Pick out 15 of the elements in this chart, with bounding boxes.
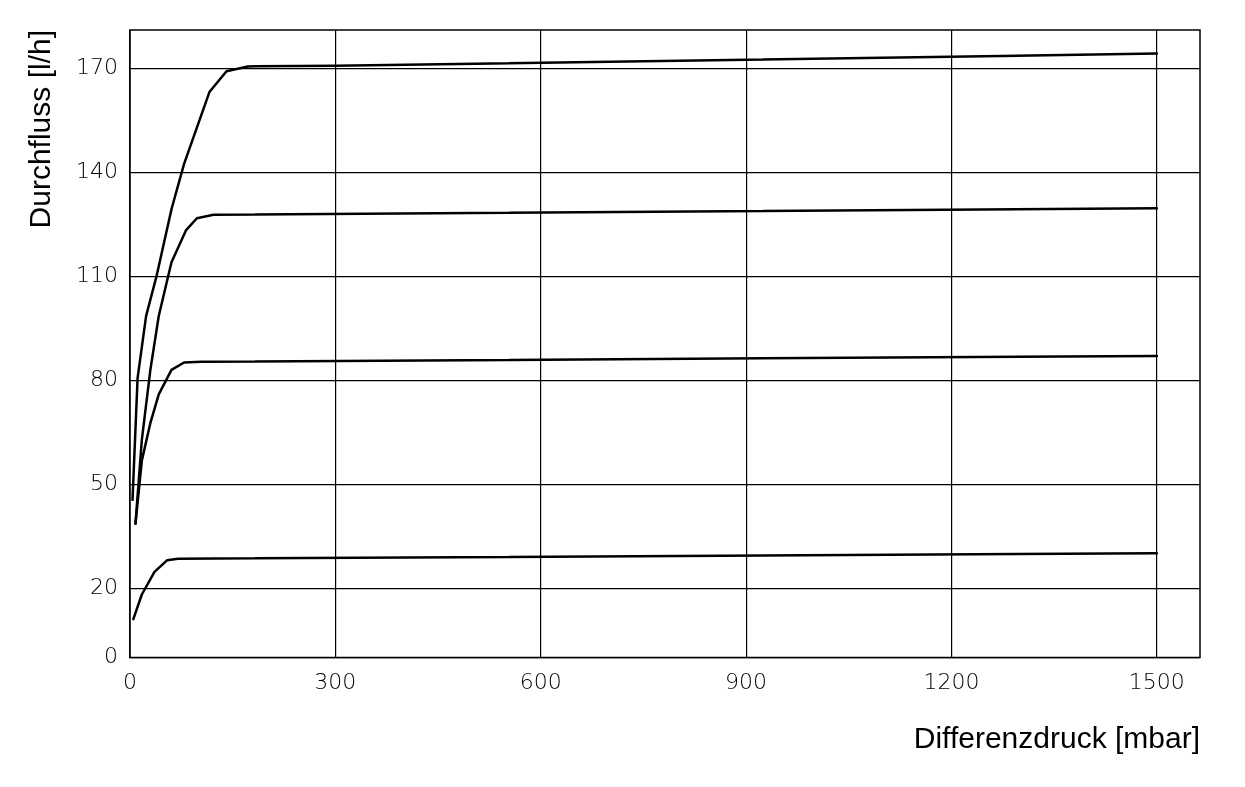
y-tick-label: 170 (75, 53, 118, 79)
x-tick-label: 0 (122, 668, 137, 694)
y-tick-label: 110 (75, 261, 118, 287)
y-tick-label: 50 (89, 469, 118, 495)
y-tick-label: 0 (103, 643, 118, 669)
x-axis-title: Differenzdruck [mbar] (913, 721, 1200, 755)
y-tick-label: 140 (75, 157, 118, 183)
x-tick-label: 1500 (1128, 668, 1185, 694)
y-axis-title: Durchfluss [l/h] (23, 30, 57, 229)
x-tick-label: 1200 (923, 668, 980, 694)
x-tick-label: 900 (725, 668, 768, 694)
y-tick-label: 20 (89, 573, 118, 599)
y-tick-label: 80 (89, 365, 118, 391)
x-tick-label: 300 (314, 668, 357, 694)
x-tick-label: 600 (519, 668, 562, 694)
